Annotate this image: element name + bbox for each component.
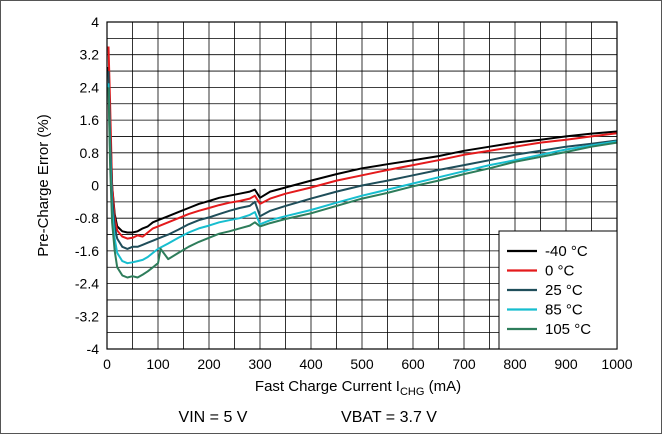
y-tick-label: 0 [91, 178, 99, 194]
series-line-3 [107, 83, 618, 265]
y-tick-labels: 4 3.2 2.4 1.6 0.8 0 -0.8 -1.6 -2.4 -3.2 -4 [75, 14, 99, 357]
x-axis-label-subscript: CHG [400, 386, 424, 398]
series-line-0 [107, 66, 618, 234]
x-tick-label: 700 [452, 356, 476, 372]
legend: -40 °C 0 °C 25 °C 85 °C 105 °C [498, 230, 618, 350]
y-axis-label: Pre-Charge Error (%) [35, 114, 52, 257]
legend-label: 105 °C [545, 321, 591, 338]
x-tick-label: 600 [401, 356, 425, 372]
y-tick-label: 1.6 [80, 112, 100, 128]
x-tick-label: 300 [248, 356, 272, 372]
y-tick-label: 2.4 [80, 79, 100, 95]
x-axis-label-unit: (mA) [424, 378, 461, 395]
x-axis-label-main: Fast Charge Current I [255, 378, 400, 395]
series-lines [107, 46, 618, 279]
plot-border [106, 21, 618, 350]
x-tick-label: 800 [503, 356, 527, 372]
y-tick-label: 3.2 [80, 47, 100, 63]
y-tick-label: -3.2 [75, 308, 99, 324]
y-tick-label: -0.8 [75, 210, 99, 226]
legend-label: 25 °C [545, 282, 583, 299]
y-tick-label: 0.8 [80, 145, 100, 161]
condition-vin: VIN = 5 V [179, 409, 248, 426]
x-tick-label: 0 [103, 356, 111, 372]
y-tick-label: -1.6 [75, 243, 99, 259]
condition-vbat: VBAT = 3.7 V [341, 409, 437, 426]
y-tick-label: -4 [87, 341, 100, 357]
x-tick-label: 400 [299, 356, 323, 372]
series-line-1 [107, 46, 618, 240]
x-tick-label: 1000 [601, 356, 632, 372]
x-axis-label: Fast Charge Current ICHG (mA) [255, 378, 461, 398]
legend-label: -40 °C [545, 243, 588, 260]
x-tick-label: 900 [554, 356, 578, 372]
legend-label: 0 °C [545, 263, 575, 280]
series-line-4 [107, 87, 618, 279]
x-tick-label: 100 [146, 356, 170, 372]
series-line-2 [107, 71, 618, 250]
x-tick-labels: 0 100 200 300 400 500 600 700 800 900 1000 [103, 356, 633, 372]
y-tick-label: -2.4 [75, 276, 99, 292]
x-tick-label: 200 [197, 356, 221, 372]
legend-label: 85 °C [545, 302, 583, 319]
x-tick-label: 500 [350, 356, 374, 372]
y-tick-label: 4 [91, 14, 99, 30]
